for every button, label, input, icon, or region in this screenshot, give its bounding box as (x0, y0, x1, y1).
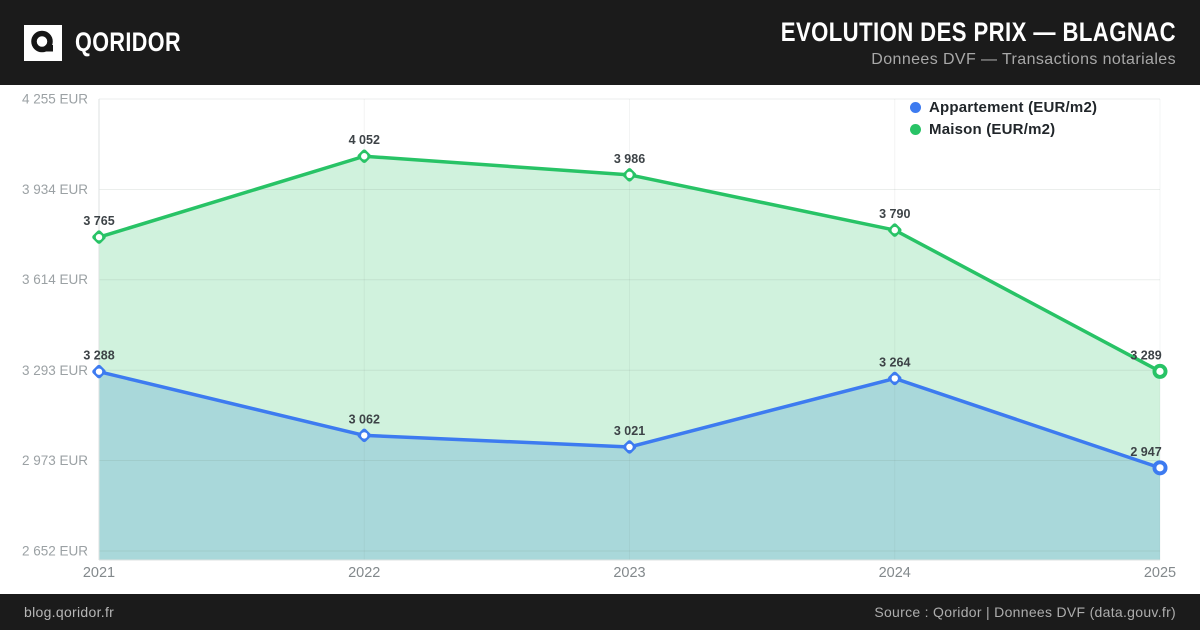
legend-label: Appartement (EUR/m2) (929, 99, 1098, 116)
svg-text:2023: 2023 (613, 565, 645, 581)
svg-text:2 973 EUR: 2 973 EUR (22, 453, 88, 468)
page-title: EVOLUTION DES PRIX — BLAGNAC (780, 16, 1176, 47)
svg-text:4 052: 4 052 (349, 133, 380, 147)
footer-source: Source : Qoridor | Donnees DVF (data.gou… (874, 604, 1176, 620)
brand-group: QORIDOR (24, 24, 208, 61)
svg-text:3 021: 3 021 (614, 424, 645, 438)
chart-legend: Appartement (EUR/m2) Maison (EUR/m2) (910, 98, 1097, 139)
header-bar: QORIDOR EVOLUTION DES PRIX — BLAGNAC Don… (0, 0, 1200, 85)
svg-text:2 652 EUR: 2 652 EUR (22, 544, 88, 559)
footer-bar: blog.qoridor.fr Source : Qoridor | Donne… (0, 594, 1200, 630)
svg-text:2022: 2022 (348, 565, 380, 581)
price-evolution-chart: 4 255 EUR 3 934 EUR 3 614 EUR 3 293 EUR 2 97… (0, 85, 1200, 594)
page-subtitle: Donnees DVF — Transactions notariales (871, 50, 1176, 68)
svg-text:2021: 2021 (83, 565, 115, 581)
svg-text:2025: 2025 (1144, 565, 1176, 581)
legend-item-appartement: Appartement (EUR/m2) (910, 98, 1097, 117)
svg-text:3 289: 3 289 (1130, 348, 1161, 362)
svg-text:3 934 EUR: 3 934 EUR (22, 182, 88, 197)
brand-name: QORIDOR (75, 27, 182, 57)
legend-dot-green-icon (910, 124, 921, 135)
footer-blog-url: blog.qoridor.fr (24, 604, 115, 620)
legend-label: Maison (EUR/m2) (929, 121, 1056, 138)
svg-text:3 986: 3 986 (614, 152, 645, 166)
svg-text:3 062: 3 062 (349, 412, 380, 426)
line-chart-canvas: 4 255 EUR 3 934 EUR 3 614 EUR 3 293 EUR 2 97… (22, 92, 1176, 582)
svg-text:3 790: 3 790 (879, 207, 910, 221)
qoridor-logo-icon (24, 24, 62, 61)
svg-text:3 288: 3 288 (83, 349, 114, 363)
svg-text:2024: 2024 (879, 565, 911, 581)
svg-text:3 293 EUR: 3 293 EUR (22, 363, 88, 378)
legend-dot-blue-icon (910, 102, 921, 113)
legend-item-maison: Maison (EUR/m2) (910, 120, 1097, 139)
svg-text:3 264: 3 264 (879, 355, 910, 369)
svg-text:3 765: 3 765 (83, 214, 114, 228)
svg-text:2 947: 2 947 (1130, 445, 1161, 459)
header-title-block: EVOLUTION DES PRIX — BLAGNAC Donnees DVF… (694, 17, 1176, 69)
svg-text:3 614 EUR: 3 614 EUR (22, 272, 88, 287)
svg-text:4 255 EUR: 4 255 EUR (22, 92, 88, 107)
